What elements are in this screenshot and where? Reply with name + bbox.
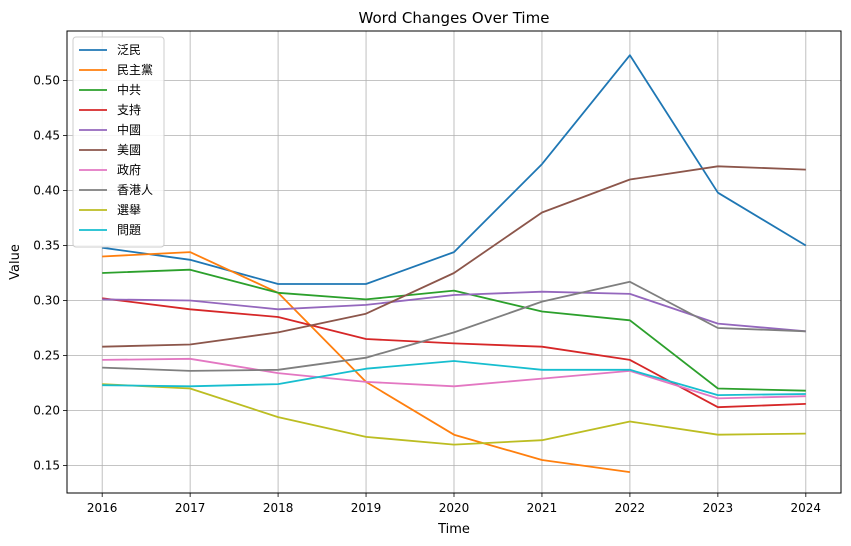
y-tick-label: 0.35 bbox=[33, 239, 60, 253]
legend-label: 中共 bbox=[117, 82, 141, 97]
legend-label: 泛民 bbox=[117, 43, 141, 57]
chart-title: Word Changes Over Time bbox=[359, 9, 550, 27]
series-line-9 bbox=[102, 360, 806, 396]
legend-label: 問題 bbox=[117, 223, 141, 237]
x-tick-label: 2020 bbox=[439, 501, 470, 515]
series-line-3 bbox=[102, 297, 806, 409]
x-tick-label: 2021 bbox=[527, 501, 558, 515]
x-tick-label: 2019 bbox=[351, 501, 382, 515]
legend-label: 選舉 bbox=[117, 203, 141, 217]
series-line-4 bbox=[102, 290, 806, 333]
y-tick-label: 0.50 bbox=[33, 74, 60, 88]
series-line-2 bbox=[102, 268, 806, 392]
x-tick-label: 2016 bbox=[87, 501, 118, 515]
x-axis-label: Time bbox=[437, 522, 470, 537]
legend-label: 香港人 bbox=[117, 183, 153, 197]
x-tick-label: 2023 bbox=[703, 501, 734, 515]
series-line-7 bbox=[102, 280, 806, 372]
y-tick-label: 0.20 bbox=[33, 404, 60, 418]
x-tick-label: 2017 bbox=[175, 501, 206, 515]
legend-label: 政府 bbox=[117, 162, 141, 177]
x-tick-label: 2022 bbox=[615, 501, 646, 515]
y-tick-label: 0.30 bbox=[33, 294, 60, 308]
legend-label: 中國 bbox=[117, 122, 141, 137]
series-lines bbox=[102, 54, 807, 473]
y-tick-label: 0.45 bbox=[33, 129, 60, 143]
y-tick-label: 0.40 bbox=[33, 184, 60, 198]
y-tick-label: 0.25 bbox=[33, 349, 60, 363]
series-line-5 bbox=[102, 165, 806, 348]
x-tick-label: 2024 bbox=[791, 501, 822, 515]
x-tick-label: 2018 bbox=[263, 501, 294, 515]
series-line-6 bbox=[102, 357, 806, 400]
y-tick-label: 0.15 bbox=[33, 459, 60, 473]
y-axis-label: Value bbox=[8, 244, 23, 280]
series-line-0 bbox=[102, 54, 807, 285]
legend-label: 民主黨 bbox=[117, 63, 153, 77]
grid bbox=[67, 31, 841, 493]
legend-label: 美國 bbox=[117, 143, 141, 157]
x-axis-ticks: 2016 2017 2018 2019 2020 2021 2022 2023 2024 bbox=[87, 493, 821, 515]
series-line-8 bbox=[102, 383, 806, 446]
legend-label: 支持 bbox=[117, 102, 141, 117]
y-axis-ticks: 0.15 0.20 0.25 0.30 0.35 0.40 0.45 0.50 bbox=[33, 74, 67, 473]
